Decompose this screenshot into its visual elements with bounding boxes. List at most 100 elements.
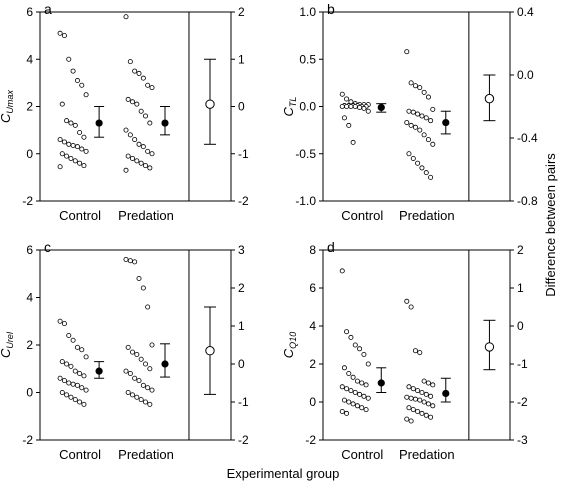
data-point [404, 394, 410, 400]
data-point [415, 388, 421, 394]
data-point [127, 59, 133, 65]
data-point [348, 99, 354, 105]
category-label: Predation [118, 447, 174, 462]
data-point [357, 104, 363, 110]
data-point [425, 380, 431, 386]
panel-letter: a [44, 1, 52, 17]
data-point [147, 366, 153, 372]
data-point [145, 304, 151, 310]
data-point [127, 370, 133, 376]
y2-tick-label: 0.4 [517, 5, 534, 19]
data-point [410, 386, 416, 392]
data-point [68, 394, 74, 400]
data-point [130, 99, 136, 105]
y2-tick-label: -3 [517, 433, 528, 447]
data-point [428, 118, 434, 124]
category-label: Control [341, 447, 383, 462]
y-axis-label-main: C [281, 348, 296, 358]
diff-mean-point [484, 342, 495, 352]
data-point [339, 104, 345, 110]
data-point [79, 146, 85, 152]
mean-point [95, 119, 103, 127]
data-point [143, 113, 149, 119]
data-point [125, 344, 131, 350]
panel-letter: b [327, 1, 335, 17]
data-point [365, 395, 371, 401]
data-point [132, 137, 138, 143]
data-point [408, 304, 414, 310]
data-point [419, 389, 425, 395]
data-point [421, 132, 427, 138]
y-axis-label-main: C [0, 348, 13, 358]
data-point [423, 115, 429, 121]
data-point [412, 124, 418, 130]
mean-point [442, 389, 450, 398]
data-point [408, 80, 414, 86]
panel-c: c -2 0 2 4 6 -2 -1 0 1 2 3 CUrel Control Predation [0, 239, 249, 462]
y-tick-label: 4 [26, 291, 33, 305]
y-tick-label: 8 [309, 243, 316, 257]
data-point [83, 354, 89, 360]
data-point [134, 351, 140, 357]
data-point [430, 382, 436, 388]
diff-mean-point [205, 346, 215, 356]
data-point [57, 318, 63, 324]
y-tick-label: 0.5 [299, 52, 316, 66]
data-point [123, 127, 129, 133]
data-point [412, 348, 418, 354]
category-label: Predation [118, 208, 174, 223]
data-point [70, 337, 76, 343]
data-point [140, 144, 146, 150]
y-tick-label: 2 [26, 100, 33, 114]
data-point [415, 160, 421, 166]
panels: a-20246-2-1012CUmaxControlPredationb-1.0… [0, 1, 538, 462]
data-point [425, 94, 431, 100]
data-point [70, 381, 76, 387]
right-axis-label: Difference between pairs [543, 153, 558, 297]
data-point [136, 275, 142, 281]
data-point [149, 85, 155, 91]
y2-tick-label: 0 [238, 357, 245, 371]
data-point [123, 167, 129, 173]
data-point [417, 350, 423, 356]
data-point [339, 384, 345, 390]
data-point [72, 158, 78, 164]
data-point [125, 96, 131, 102]
y-tick-label: 6 [26, 243, 33, 257]
data-point [125, 153, 131, 159]
data-point [64, 118, 70, 124]
data-point [130, 155, 136, 161]
data-point [421, 378, 427, 384]
data-point [132, 375, 138, 381]
data-point [147, 120, 153, 126]
data-point [339, 268, 345, 274]
data-point [59, 101, 65, 107]
data-point [145, 385, 151, 391]
data-point [123, 256, 129, 262]
y2-tick-label: -2 [517, 395, 528, 409]
data-point [406, 108, 412, 114]
y2-tick-label: -2 [238, 194, 249, 208]
data-point [140, 75, 146, 81]
data-point [404, 416, 410, 422]
category-label: Predation [399, 447, 455, 462]
data-point [430, 106, 436, 112]
y-tick-label: 0.0 [299, 100, 316, 114]
data-point [361, 351, 367, 357]
y2-tick-label: 1 [238, 52, 245, 66]
data-point [344, 386, 350, 392]
data-point [350, 374, 356, 380]
data-point [419, 410, 425, 416]
data-point [127, 258, 133, 264]
data-point [423, 170, 429, 176]
data-point [81, 401, 87, 407]
data-point [419, 113, 425, 119]
data-point [428, 174, 434, 180]
y2-tick-label: -2 [238, 433, 249, 447]
data-point [415, 111, 421, 117]
y2-tick-label: 0 [238, 100, 245, 114]
data-point [404, 120, 410, 126]
y-tick-label: 4 [309, 319, 316, 333]
data-point [81, 134, 87, 140]
